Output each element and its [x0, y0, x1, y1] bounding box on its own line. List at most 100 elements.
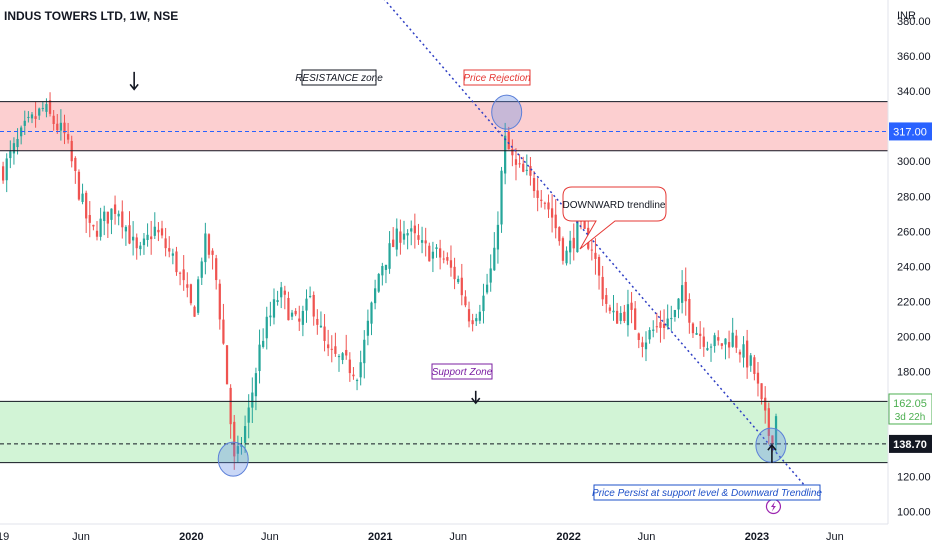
time-tick-label: 2022 — [556, 531, 580, 543]
candle-body — [659, 322, 662, 328]
candle-body — [27, 116, 30, 118]
time-axis[interactable]: 19 Jun 2020 Jun 2021 Jun 2022 Jun 2023 Jun — [0, 531, 844, 543]
candle-body — [305, 298, 308, 311]
time-tick-label: Jun — [72, 531, 90, 543]
candle-body — [543, 202, 546, 204]
candle-body — [240, 444, 243, 447]
candle-body — [540, 199, 543, 201]
candle-body — [717, 337, 720, 341]
candle-body — [662, 323, 666, 328]
candle-body — [565, 250, 568, 264]
candle-body — [601, 276, 604, 300]
candle-body — [262, 340, 265, 347]
candle-body — [688, 298, 691, 323]
time-tick-label: 19 — [0, 531, 9, 543]
price-tick-label: 360.00 — [897, 51, 931, 63]
candle-body — [59, 122, 63, 131]
candle-body — [128, 225, 131, 244]
candle-body — [670, 317, 673, 320]
candle-body — [699, 333, 702, 337]
chart-title: INDUS TOWERS LTD, 1W, NSE — [4, 9, 178, 23]
candle-body — [16, 138, 19, 148]
candle-body — [605, 295, 608, 304]
price-rejection-label-box — [463, 69, 531, 86]
time-tick-label: 2021 — [368, 531, 392, 543]
support-price-label: 138.70 — [893, 439, 927, 451]
candle-body — [5, 158, 8, 181]
candle-body — [428, 245, 431, 262]
candle-body — [767, 408, 770, 436]
candle-body — [435, 247, 438, 249]
candle-body — [377, 274, 380, 292]
candle-body — [504, 135, 507, 174]
candle-body — [634, 308, 637, 330]
candle-body — [236, 446, 239, 454]
price-tick-label: 280.00 — [897, 191, 931, 203]
resistance-zone-label-box — [301, 69, 377, 86]
candle-body — [753, 357, 756, 374]
price-tick-label: 380.00 — [897, 16, 931, 28]
candle-body — [337, 356, 341, 358]
resistance-price-badge — [889, 122, 932, 141]
candle-body — [41, 107, 44, 109]
candle-body — [742, 344, 745, 358]
candle-body — [319, 325, 323, 328]
candle-body — [608, 307, 612, 311]
candle-body — [182, 269, 185, 281]
candle-body — [431, 251, 435, 259]
price-persist-label: Price Persist at support level & Downwar… — [592, 488, 822, 499]
time-tick-label: 2020 — [179, 531, 203, 543]
candle-body — [612, 310, 615, 313]
candle-body — [691, 323, 695, 334]
time-tick-label: Jun — [449, 531, 467, 543]
candle-body — [175, 251, 178, 273]
candle-body — [644, 342, 648, 350]
candle-body — [626, 304, 630, 326]
candle-body — [442, 258, 445, 260]
highlight-circle — [755, 427, 787, 463]
candle-body — [247, 407, 250, 423]
annotations-layer: RESISTANCE zone Price Rejection Support Zo… — [295, 69, 822, 501]
candle-body — [417, 235, 420, 240]
candle-body — [493, 247, 496, 271]
candle-body — [655, 326, 658, 328]
price-rejection-label: Price Rejection — [463, 73, 531, 84]
candle-body — [359, 362, 362, 378]
candle-body — [709, 346, 713, 348]
candle-body — [207, 234, 211, 255]
price-tick-label: 120.00 — [897, 472, 931, 484]
candle-body — [457, 278, 460, 283]
candle-body — [392, 239, 395, 248]
candle-body — [272, 299, 276, 318]
candle-body — [764, 397, 767, 411]
candle-body — [103, 211, 106, 221]
candle-body — [666, 318, 669, 327]
candle-body — [117, 213, 120, 217]
price-tick-label: 240.00 — [897, 261, 931, 273]
price-tick-label: 200.00 — [897, 331, 931, 343]
bar-countdown-label: 3d 22h — [895, 412, 926, 423]
candle-body — [681, 285, 684, 303]
candle-body — [724, 338, 727, 345]
candle-body — [525, 169, 528, 171]
candle-body — [30, 114, 34, 119]
candlesticks — [1, 92, 778, 470]
candle-body — [597, 257, 601, 276]
candle-body — [9, 151, 12, 159]
candle-body — [95, 230, 99, 237]
candle-body — [157, 229, 160, 233]
candle-body — [735, 335, 738, 348]
candle-body — [406, 233, 409, 236]
candle-body — [233, 421, 236, 457]
candle-body — [648, 330, 651, 340]
candle-body — [92, 224, 95, 227]
candle-body — [576, 220, 579, 253]
arrow-head — [767, 443, 777, 451]
candle-body — [168, 248, 171, 252]
level-lines — [0, 101, 888, 464]
resistance-price-label: 317.00 — [893, 126, 927, 138]
candle-body — [532, 178, 536, 192]
candle-body — [731, 332, 734, 347]
candle-body — [290, 312, 294, 317]
